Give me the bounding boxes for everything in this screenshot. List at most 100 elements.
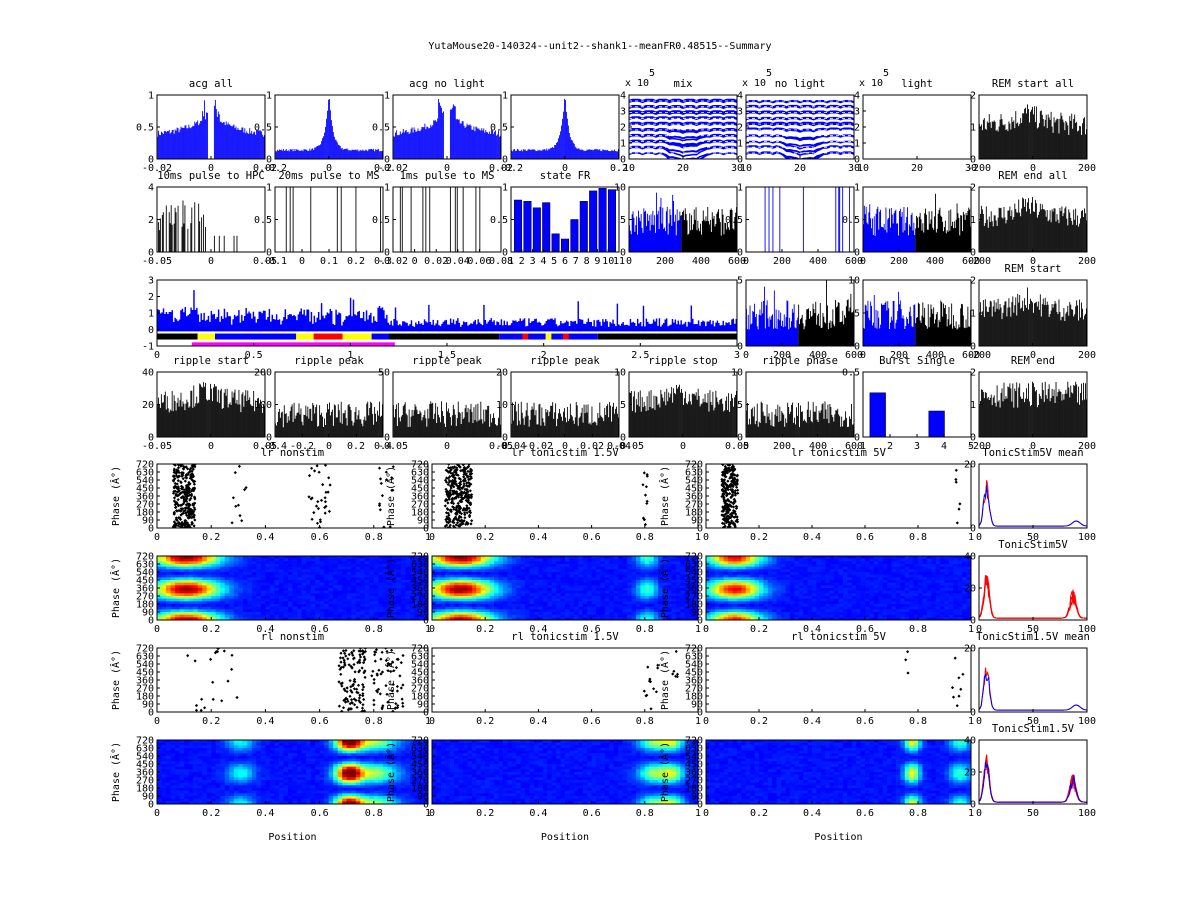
y-tick-label: 0 xyxy=(266,155,272,166)
x-tick-label: 0.2 xyxy=(750,532,768,543)
heatmap-cell xyxy=(525,558,530,562)
y-tick-label: 20 xyxy=(964,460,976,471)
heatmap-cell xyxy=(551,604,557,608)
heatmap-cell xyxy=(618,588,624,592)
heatmap-cell xyxy=(675,614,681,618)
heatmap-cell xyxy=(957,582,963,586)
heatmap-cell xyxy=(414,574,420,578)
heatmap-cell xyxy=(569,556,575,560)
heatmap-cell xyxy=(333,572,339,576)
heatmap-cell xyxy=(229,572,235,576)
heatmap-cell xyxy=(789,585,795,589)
heatmap-cell xyxy=(940,606,945,610)
heatmap-cell xyxy=(414,614,420,618)
heatmap-cell xyxy=(781,609,786,613)
heatmap-cell xyxy=(856,612,861,616)
heatmap-cell xyxy=(301,582,307,586)
heatmap-cell xyxy=(723,564,729,568)
x-tick-label: 6 xyxy=(562,256,568,267)
heatmap-cell xyxy=(278,614,284,618)
heatmap-cell xyxy=(918,569,923,573)
heatmap-cell xyxy=(895,574,901,578)
heatmap-cell xyxy=(498,561,504,565)
heatmap-cell xyxy=(315,588,320,592)
heatmap-cell xyxy=(609,598,615,602)
heatmap-cell xyxy=(206,596,212,600)
heatmap-cell xyxy=(364,556,370,560)
heatmap-cell xyxy=(346,614,352,618)
heatmap-cell xyxy=(233,588,239,592)
heatmap-cell xyxy=(206,606,212,610)
heatmap-cell xyxy=(600,596,606,600)
heatmap-cell xyxy=(869,577,875,581)
heatmap-cell xyxy=(604,588,610,592)
heatmap-cell xyxy=(723,590,729,594)
heatmap-cell xyxy=(940,580,945,584)
heatmap-cell xyxy=(179,598,185,602)
heatmap-cell xyxy=(387,614,393,618)
heatmap-cell xyxy=(789,598,795,602)
heatmap-cell xyxy=(292,596,298,600)
heatmap-cell xyxy=(816,564,822,568)
heatmap-cell xyxy=(319,606,325,610)
heatmap-cell xyxy=(211,561,217,565)
heatmap-cell xyxy=(649,596,655,600)
heatmap-cell xyxy=(856,566,861,570)
heatmap-cell xyxy=(454,606,459,610)
heatmap-cell xyxy=(882,582,888,586)
heatmap-cell xyxy=(741,561,747,565)
heatmap-cell xyxy=(287,590,293,594)
heatmap-cell xyxy=(516,590,522,594)
heatmap-cell xyxy=(211,598,217,602)
heatmap-cell xyxy=(878,598,884,602)
heatmap-cell xyxy=(719,585,725,589)
heatmap-cell xyxy=(310,577,316,581)
heatmap-cell xyxy=(640,580,646,584)
heatmap-cell xyxy=(454,585,459,589)
heatmap-cell xyxy=(319,590,325,594)
heatmap-cell xyxy=(369,614,375,618)
heatmap-cell xyxy=(953,582,959,586)
heatmap-cell xyxy=(184,590,190,594)
heatmap-cell xyxy=(816,577,822,581)
heatmap-cell xyxy=(653,572,659,576)
heatmap-cell xyxy=(161,596,167,600)
heatmap-cell xyxy=(596,566,601,570)
heatmap-cell xyxy=(631,598,637,602)
heatmap-cell xyxy=(710,609,716,613)
heatmap-cell xyxy=(671,566,677,570)
heatmap-cell xyxy=(351,566,357,570)
heatmap-cell xyxy=(306,558,311,562)
heatmap-cell xyxy=(658,580,663,584)
heatmap-cell xyxy=(785,612,791,616)
heatmap-cell xyxy=(887,577,892,581)
heatmap-cell xyxy=(812,596,817,600)
heatmap-cell xyxy=(693,577,698,581)
heatmap-cell xyxy=(449,582,455,586)
heatmap-cell xyxy=(458,566,464,570)
heatmap-cell xyxy=(511,590,517,594)
heatmap-cell xyxy=(882,566,888,570)
heatmap-cell xyxy=(520,588,526,592)
heatmap-cell xyxy=(157,561,162,565)
heatmap-cell xyxy=(609,588,615,592)
heatmap-cell xyxy=(785,601,791,605)
heatmap-cell xyxy=(251,604,257,608)
heatmap-cell xyxy=(333,601,339,605)
heatmap-cell xyxy=(587,617,592,620)
heatmap-cell xyxy=(851,598,857,602)
heatmap-cell xyxy=(328,614,334,618)
plot-area xyxy=(746,401,854,437)
heatmap-cell xyxy=(202,617,208,620)
heatmap-cell xyxy=(319,617,325,620)
heatmap-cell xyxy=(754,609,760,613)
heatmap-cell xyxy=(306,617,311,620)
heatmap-cell xyxy=(494,593,499,597)
heatmap-cell xyxy=(684,558,690,562)
heatmap-cell xyxy=(829,601,835,605)
heatmap-cell xyxy=(418,588,424,592)
heatmap-cell xyxy=(414,585,420,589)
heatmap-cell xyxy=(935,577,941,581)
heatmap-cell xyxy=(206,582,212,586)
